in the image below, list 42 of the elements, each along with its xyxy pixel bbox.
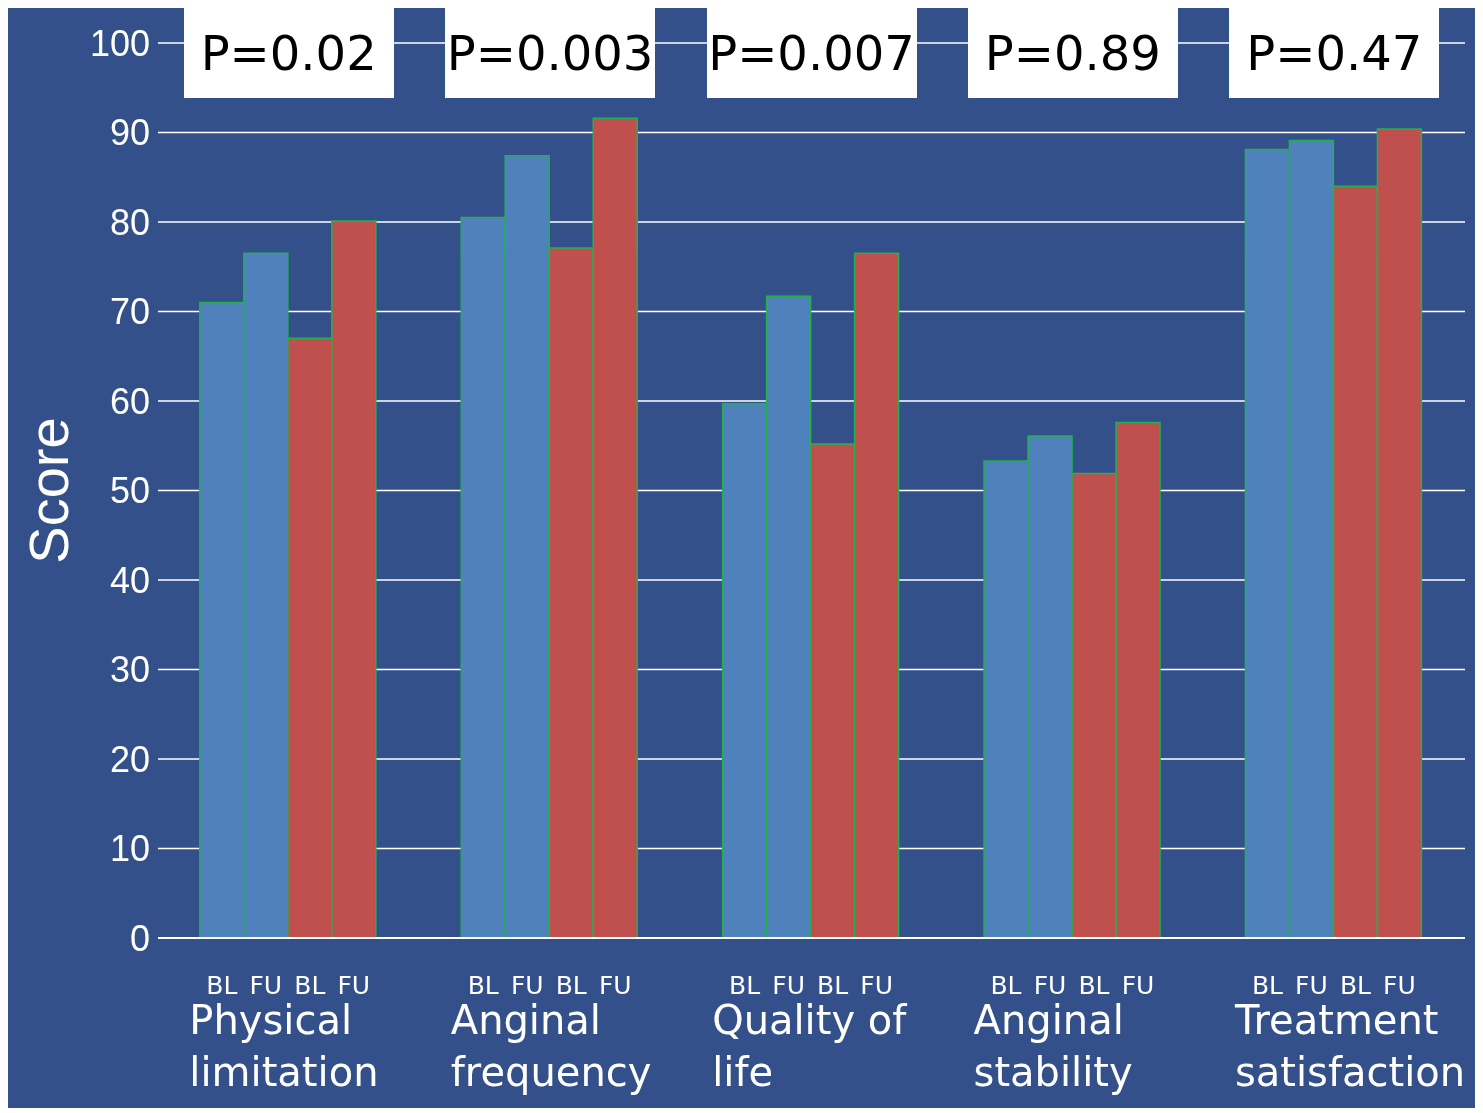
text: FU xyxy=(1033,971,1067,1000)
x-tick-label: Treatment satisfaction xyxy=(1233,997,1466,1095)
y-tick-label: 40 xyxy=(109,559,150,601)
y-axis-title: Score xyxy=(16,417,80,564)
annotation: P=0.02 xyxy=(183,8,394,98)
series-label: FU xyxy=(337,971,371,1000)
series-label: BL xyxy=(294,971,326,1000)
annotation: P=0.89 xyxy=(967,8,1178,98)
text: BL xyxy=(1251,971,1283,1000)
text: BL xyxy=(467,971,499,1000)
text: BL xyxy=(990,971,1022,1000)
x-tick-label: Anginal stability xyxy=(973,997,1133,1095)
y-tick-label: 30 xyxy=(109,649,150,691)
x-tick-label: Physical limitation xyxy=(189,997,379,1095)
y-tick-label: 90 xyxy=(109,112,150,154)
text: FU xyxy=(860,971,893,1000)
annotation: P=0.007 xyxy=(706,8,917,98)
text: BL xyxy=(1078,971,1110,1000)
text: FU xyxy=(1383,971,1416,1000)
series-label: BL xyxy=(206,971,238,1000)
y-tick-label: 60 xyxy=(109,380,150,422)
y-tick-label: 100 xyxy=(89,22,150,64)
text: BL xyxy=(729,971,761,1000)
text: FU xyxy=(1121,971,1155,1000)
text: FU xyxy=(772,971,805,1000)
y-tick-label: 80 xyxy=(109,201,150,243)
annotation: P=0.003 xyxy=(445,8,656,98)
y-tick-label: 50 xyxy=(109,470,150,512)
y-tick-label: 0 xyxy=(129,917,150,959)
y-tick-label: 20 xyxy=(109,738,150,780)
text: BL xyxy=(817,971,849,1000)
text: FU xyxy=(1295,971,1328,1000)
series-label: FU xyxy=(249,971,283,1000)
y-tick-label: 70 xyxy=(109,291,150,333)
text: FU xyxy=(598,971,632,1000)
x-tick-label: Anginal frequency xyxy=(450,997,652,1095)
text: BL xyxy=(1339,971,1371,1000)
text: FU xyxy=(510,971,544,1000)
x-tick-label: Quality of life xyxy=(712,997,908,1095)
annotation: P=0.47 xyxy=(1229,8,1440,98)
text: BL xyxy=(555,971,587,1000)
y-tick-label: 10 xyxy=(109,828,150,870)
